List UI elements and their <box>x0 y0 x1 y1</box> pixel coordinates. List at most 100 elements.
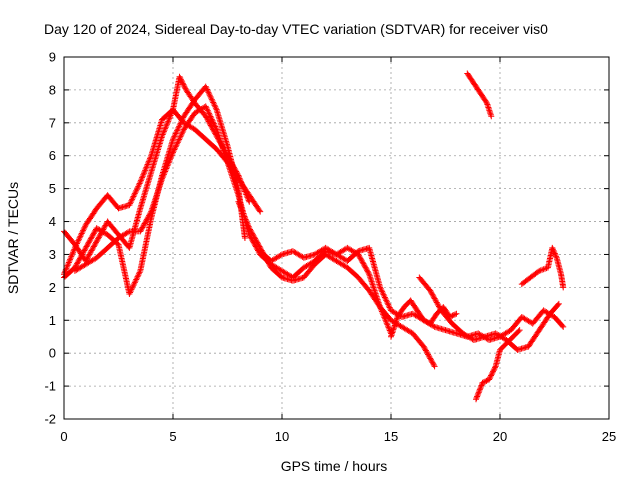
data-point <box>210 99 217 106</box>
data-point <box>90 243 97 250</box>
data-point <box>432 296 439 303</box>
y-tick-label: 1 <box>49 313 56 328</box>
data-point <box>429 359 436 366</box>
data-point <box>243 217 250 224</box>
data-point <box>207 113 214 120</box>
data-point <box>205 89 212 96</box>
data-point <box>431 295 438 302</box>
data-point <box>381 294 388 301</box>
data-point <box>127 200 134 207</box>
data-point <box>385 303 392 310</box>
data-point <box>433 298 440 305</box>
data-point <box>132 277 139 284</box>
data-point <box>95 234 102 241</box>
data-point <box>179 80 186 87</box>
x-tick-label: 20 <box>493 429 507 444</box>
data-point <box>476 388 483 395</box>
data-point <box>165 161 172 168</box>
data-point <box>243 219 250 226</box>
data-point <box>206 119 213 126</box>
data-point <box>146 212 153 219</box>
y-tick-label: 5 <box>49 181 56 196</box>
data-point <box>162 166 169 173</box>
data-point <box>208 116 215 123</box>
data-point <box>140 223 147 230</box>
data-point <box>241 235 248 241</box>
y-tick-label: 0 <box>49 346 56 361</box>
data-point <box>425 351 432 358</box>
data-point <box>70 247 77 254</box>
x-tick-label: 25 <box>602 429 616 444</box>
data-point <box>430 360 437 367</box>
data-point <box>252 236 259 243</box>
data-point <box>84 242 91 249</box>
x-tick-label: 15 <box>384 429 398 444</box>
data-point <box>277 252 284 259</box>
data-point <box>140 221 147 228</box>
data-point <box>487 373 494 380</box>
data-point <box>362 264 369 271</box>
data-point <box>210 100 217 107</box>
data-point <box>76 234 83 241</box>
data-point <box>131 192 138 199</box>
data-point <box>251 234 258 241</box>
x-tick-label: 10 <box>275 429 289 444</box>
data-point <box>435 302 442 309</box>
data-point <box>169 150 176 157</box>
data-point <box>160 171 167 178</box>
data-point <box>131 190 138 197</box>
data-point <box>171 146 178 153</box>
data-point <box>90 230 97 237</box>
data-point <box>178 130 185 137</box>
data-point <box>235 198 242 205</box>
x-tick-label: 0 <box>60 429 67 444</box>
plot-frame <box>63 56 610 420</box>
data-point <box>168 153 175 160</box>
data-point <box>79 250 86 257</box>
data-point <box>539 266 546 273</box>
data-point <box>144 215 151 222</box>
data-point <box>486 375 493 382</box>
data-point <box>203 85 210 92</box>
data-point <box>423 348 430 355</box>
data-point <box>245 195 252 202</box>
data-point <box>75 236 82 243</box>
data-point <box>430 362 437 369</box>
data-point <box>424 350 431 357</box>
data-point <box>130 193 137 200</box>
data-point <box>169 108 176 115</box>
data-point <box>242 188 249 195</box>
data-point <box>128 286 135 293</box>
data-point <box>170 134 177 141</box>
data-point <box>89 233 96 240</box>
data-point <box>142 219 149 226</box>
data-point <box>91 229 98 236</box>
data-point <box>159 175 166 182</box>
data-point <box>255 240 262 247</box>
data-point <box>209 117 216 124</box>
data-point <box>208 114 215 121</box>
data-point <box>237 204 244 211</box>
data-point <box>141 168 148 175</box>
data-point <box>237 203 244 210</box>
data-point <box>489 369 496 376</box>
data-point <box>174 127 181 134</box>
data-point <box>166 158 173 165</box>
data-point <box>207 93 214 100</box>
data-point <box>377 284 384 291</box>
data-point <box>133 275 140 282</box>
data-point <box>238 206 245 213</box>
data-point <box>80 248 87 255</box>
data-point <box>181 82 188 89</box>
data-point <box>382 317 389 324</box>
data-point <box>177 75 184 82</box>
data-point <box>542 265 549 272</box>
data-point <box>142 167 149 174</box>
data-point <box>93 238 100 245</box>
data-point <box>135 272 142 279</box>
data-point <box>65 259 72 266</box>
data-point <box>420 343 427 350</box>
data-point <box>138 176 145 183</box>
data-point <box>139 224 146 231</box>
